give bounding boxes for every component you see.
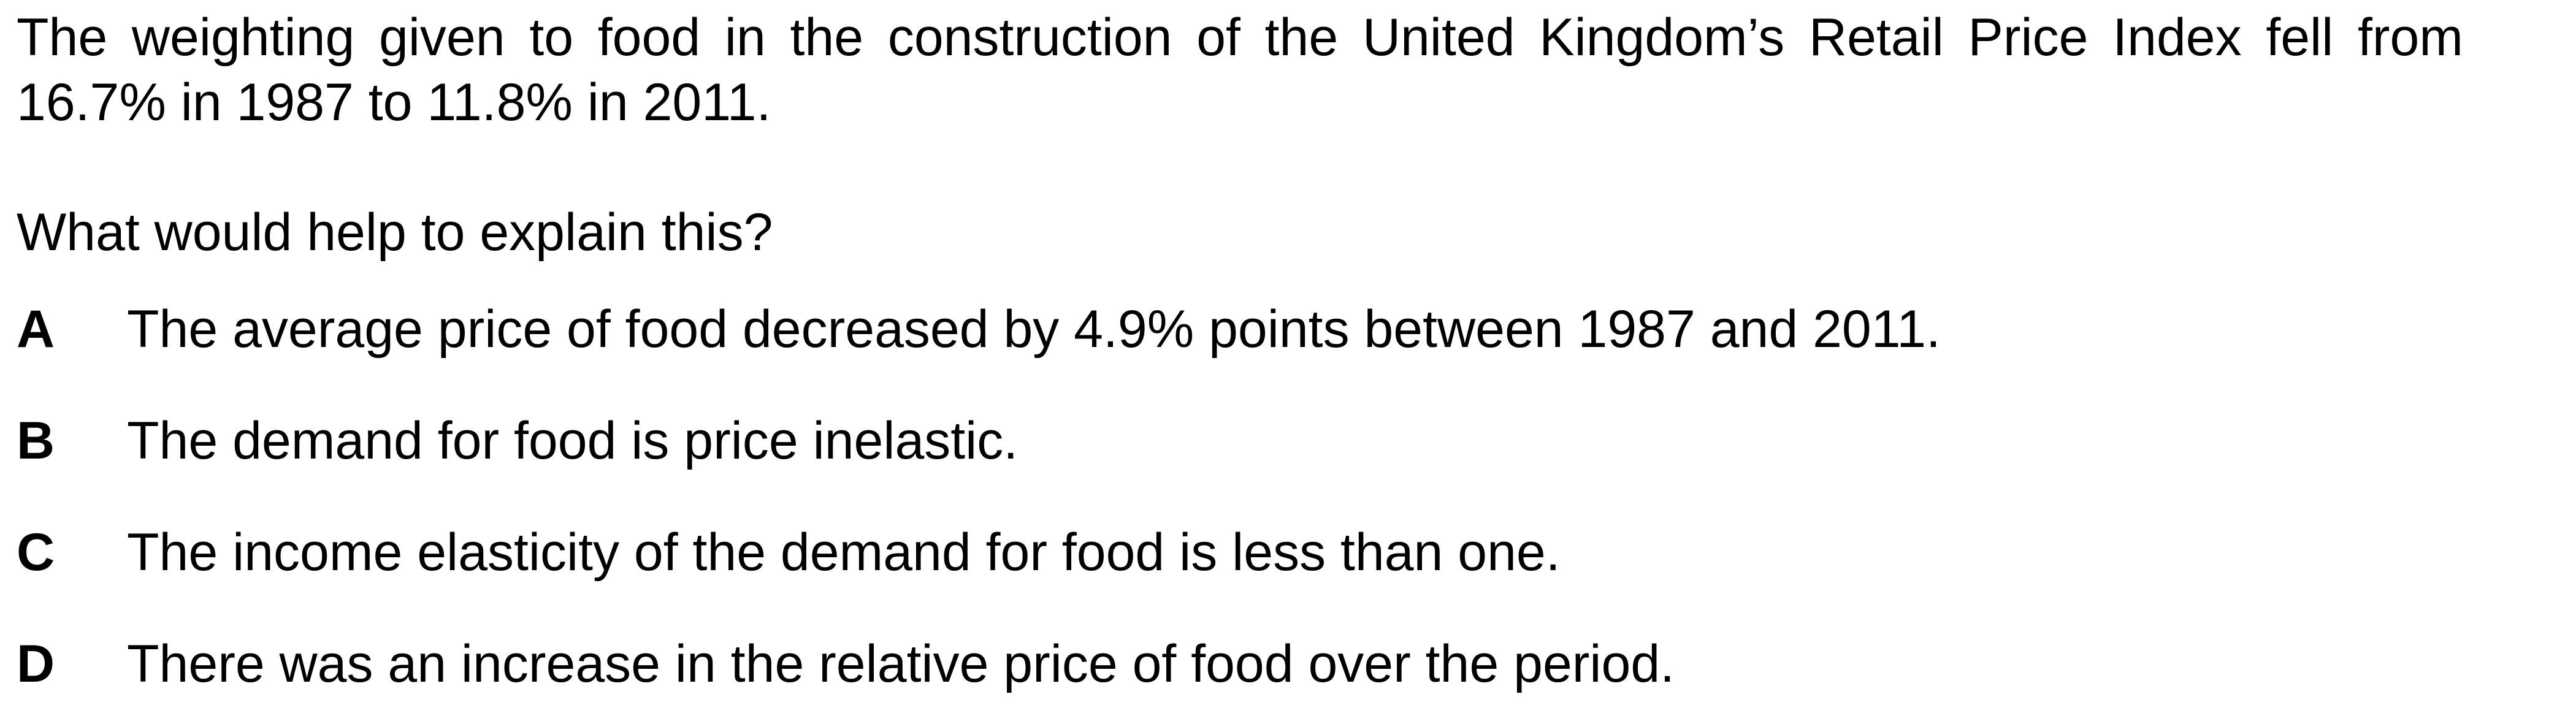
option-letter: C	[17, 523, 55, 582]
option-a: A The average price of food decreased by…	[17, 297, 2463, 362]
option-d: D There was an increase in the relative …	[17, 631, 2463, 696]
option-letter: D	[17, 634, 55, 693]
option-text: The demand for food is price inelastic.	[127, 411, 1019, 470]
option-text: The income elasticity of the demand for …	[127, 523, 1561, 582]
option-letter: B	[17, 411, 55, 470]
option-b: B The demand for food is price inelastic…	[17, 408, 2463, 473]
question-stem: The weighting given to food in the const…	[17, 8, 2463, 132]
option-letter: A	[17, 300, 55, 359]
option-text: The average price of food decreased by 4…	[127, 300, 1941, 359]
answer-options: A The average price of food decreased by…	[17, 297, 2463, 696]
option-text: There was an increase in the relative pr…	[127, 634, 1675, 693]
question-prompt: What would help to explain this?	[17, 203, 773, 262]
option-c: C The income elasticity of the demand fo…	[17, 520, 2463, 585]
question-block: The weighting given to food in the const…	[17, 0, 2463, 696]
